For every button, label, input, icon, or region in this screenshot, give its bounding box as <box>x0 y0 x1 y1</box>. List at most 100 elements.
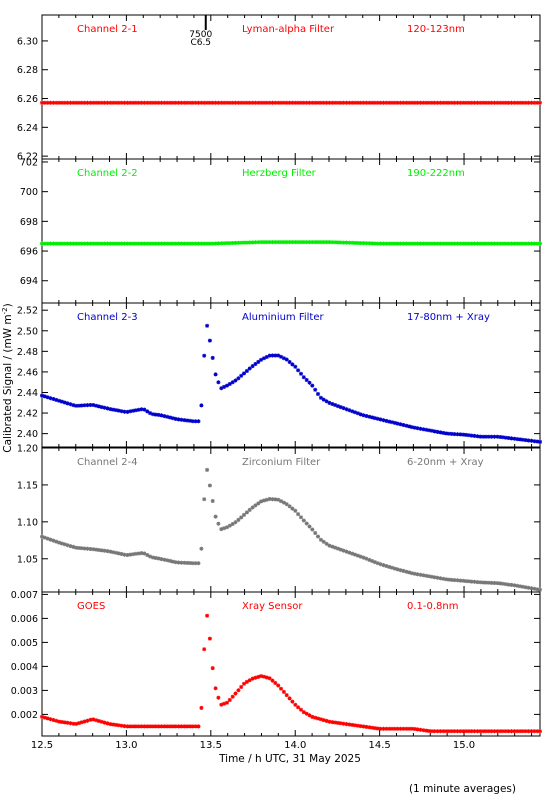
data-point <box>310 383 315 388</box>
point-star <box>529 241 534 246</box>
point-star <box>82 241 87 246</box>
data-point <box>173 416 178 421</box>
data-point <box>523 241 528 246</box>
point-star <box>512 436 517 441</box>
point-star <box>102 100 107 105</box>
data-point <box>318 240 323 245</box>
data-point <box>185 418 190 423</box>
point-star <box>538 729 542 734</box>
data-point <box>299 240 303 245</box>
data-point <box>142 551 147 556</box>
point-star <box>168 415 173 420</box>
data-point <box>156 412 161 417</box>
point-star <box>523 438 528 443</box>
point-star <box>173 560 178 565</box>
point-star <box>435 575 440 580</box>
point-star <box>247 240 252 245</box>
point-star <box>492 581 497 585</box>
point-star <box>79 403 84 408</box>
data-point <box>42 394 47 399</box>
point-star <box>99 100 104 105</box>
point-star <box>210 241 215 246</box>
data-point <box>225 700 229 705</box>
data-point <box>128 100 133 105</box>
point-star <box>415 100 420 105</box>
point-star <box>259 674 264 679</box>
point-star <box>182 418 187 423</box>
data-point <box>182 560 187 565</box>
point-star <box>142 241 147 246</box>
data-point <box>108 100 113 105</box>
point-star <box>313 387 318 392</box>
point-star <box>370 725 375 730</box>
data-point <box>45 536 50 541</box>
data-point <box>441 729 446 734</box>
data-point <box>321 718 326 723</box>
point-star <box>131 241 136 246</box>
point-star <box>170 559 175 564</box>
point-star <box>162 724 167 729</box>
data-point <box>301 100 306 105</box>
point-star <box>111 241 116 246</box>
point-star <box>207 100 212 105</box>
data-point <box>313 100 318 105</box>
point-star <box>190 419 195 424</box>
point-star <box>518 437 523 442</box>
data-point <box>162 724 167 729</box>
data-point <box>324 240 329 245</box>
point-star <box>128 409 133 414</box>
point-star <box>205 100 210 105</box>
data-point <box>333 240 338 245</box>
data-point <box>481 241 486 246</box>
point-star <box>122 409 127 414</box>
data-point <box>65 241 70 246</box>
point-star <box>370 241 375 246</box>
y-tick-label: 1.05 <box>17 554 38 565</box>
point-star <box>407 424 412 429</box>
data-point <box>96 241 101 246</box>
data-point <box>94 403 99 408</box>
data-point <box>94 241 99 246</box>
data-point <box>313 240 318 245</box>
point-star <box>114 408 118 413</box>
data-point <box>179 241 184 246</box>
point-star <box>116 241 121 246</box>
data-point <box>207 483 212 488</box>
data-point <box>392 100 397 105</box>
data-point <box>82 546 87 551</box>
data-point <box>227 241 232 246</box>
data-point <box>205 100 210 105</box>
point-star <box>168 724 173 729</box>
data-point <box>230 241 235 245</box>
data-point <box>452 241 457 246</box>
data-point <box>114 100 118 105</box>
point-star <box>119 552 124 556</box>
panel-band-label: 17-80nm + Xray <box>407 312 490 323</box>
data-point <box>372 241 377 246</box>
data-point <box>279 354 283 359</box>
data-point <box>188 724 192 729</box>
point-star <box>196 100 201 105</box>
data-point <box>307 380 312 385</box>
point-star <box>515 729 520 734</box>
data-point <box>296 368 301 373</box>
data-point <box>538 439 542 444</box>
data-point <box>475 241 480 246</box>
point-star <box>415 727 420 732</box>
data-point <box>281 240 286 245</box>
point-star <box>190 561 195 566</box>
point-star <box>444 241 449 246</box>
data-point <box>520 437 525 442</box>
data-point <box>284 502 289 507</box>
data-point <box>207 338 212 343</box>
y-tick-label: 2.46 <box>17 367 38 378</box>
data-point <box>162 557 167 562</box>
data-point <box>304 100 309 105</box>
point-star <box>40 534 44 539</box>
data-point <box>219 527 224 532</box>
data-point <box>529 241 534 246</box>
point-star <box>267 240 272 245</box>
data-point <box>51 100 56 105</box>
data-point <box>287 100 292 105</box>
point-star <box>375 100 380 105</box>
